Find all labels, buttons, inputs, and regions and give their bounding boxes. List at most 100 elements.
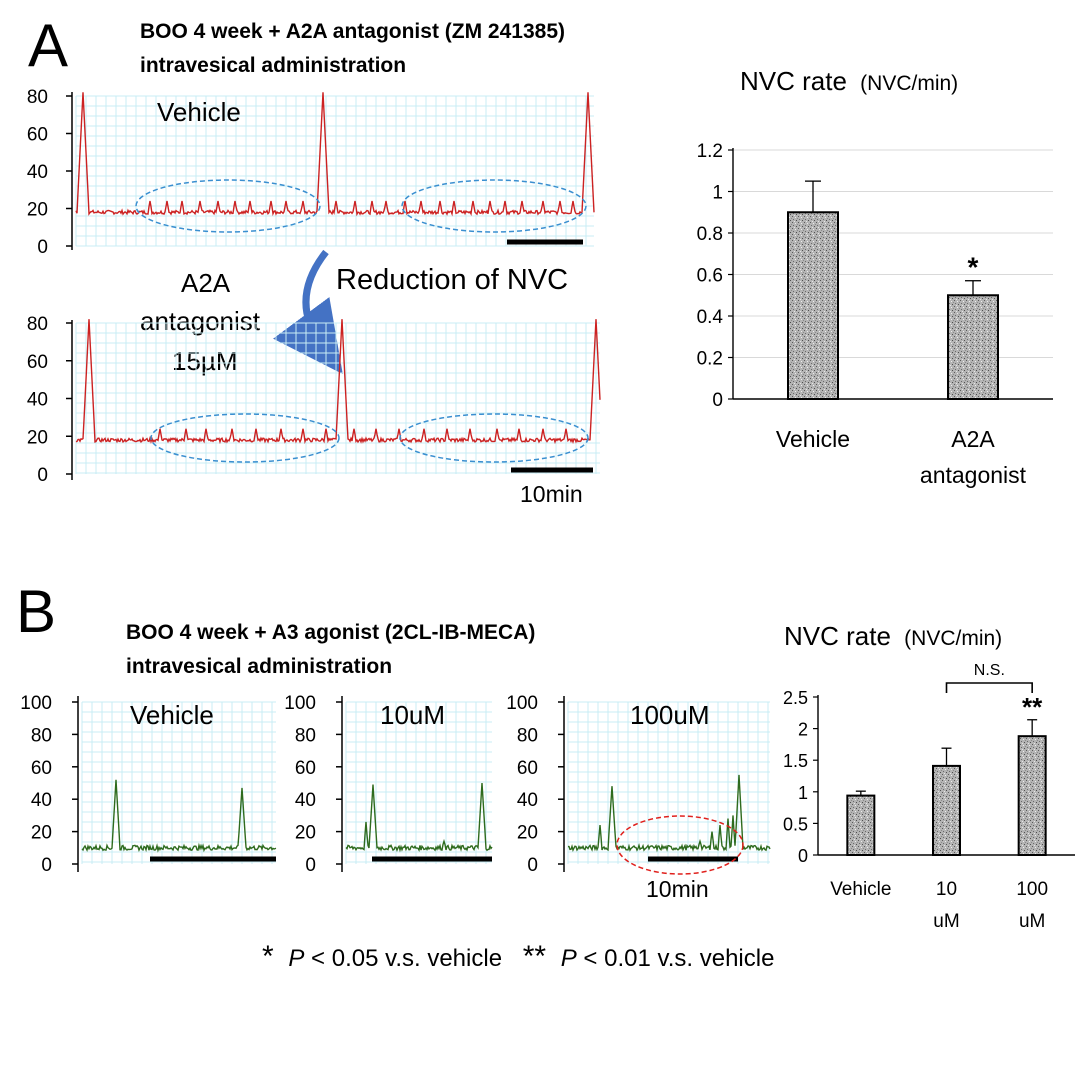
trace-line xyxy=(567,774,771,853)
trace-label: Vehicle xyxy=(130,700,214,730)
trace-label: 10uM xyxy=(380,700,445,730)
y-tick-label: 80 xyxy=(295,725,316,746)
y-tick-label: 20 xyxy=(517,823,538,844)
category-label: 10 xyxy=(936,879,957,900)
bar xyxy=(932,764,961,856)
footnote-p1: P xyxy=(288,945,304,972)
footnote-p2: P xyxy=(561,945,577,972)
y-tick-label: 40 xyxy=(27,162,48,183)
trace-line xyxy=(75,92,595,217)
y-tick-label: 0.2 xyxy=(697,349,723,370)
y-tick-label: 1.2 xyxy=(697,141,723,162)
y-tick-label: 40 xyxy=(517,790,538,811)
chart-a-title-main: NVC rate xyxy=(740,66,847,96)
trace-grid xyxy=(75,322,600,474)
chart-a-title-unit: (NVC/min) xyxy=(860,72,958,95)
panel-b-title-line2: intravesical administration xyxy=(126,655,392,678)
significance-mark: ** xyxy=(1022,692,1043,722)
highlight-ellipse xyxy=(401,179,587,233)
panel-a-title-line2: intravesical administration xyxy=(140,54,406,77)
y-tick-label: 0 xyxy=(305,855,316,876)
highlight-ellipse xyxy=(135,179,321,233)
y-tick-label: 2.5 xyxy=(783,688,808,708)
y-tick-label: 1.5 xyxy=(783,751,808,771)
category-label: Vehicle xyxy=(776,426,850,452)
y-tick-label: 60 xyxy=(27,125,48,146)
y-tick-label: 0 xyxy=(41,855,52,876)
bar-chart-a: NVC rate (NVC/min) 0 0.2 0.4 0.6 0.8 1 1.2 Vehi… xyxy=(697,66,1053,488)
trace-b-1: 100 80 60 40 20 0 10uM xyxy=(284,693,493,876)
y-tick-label: 80 xyxy=(27,87,48,108)
traces-b: 100 80 60 40 20 0 Vehicle 100 80 60 40 20 0 10uM 100 80… xyxy=(20,693,771,876)
y-tick-label: 0 xyxy=(798,846,808,866)
trace-label-vehicle: Vehicle xyxy=(157,97,241,127)
y-tick-label: 20 xyxy=(27,427,48,448)
y-tick-label: 40 xyxy=(27,390,48,411)
trace-grid xyxy=(75,95,594,247)
panel-a-letter: A xyxy=(28,12,68,79)
category-label: 100 xyxy=(1016,879,1048,900)
trace-a-vehicle: 80 60 40 20 0 Vehicle xyxy=(27,87,595,258)
trace-b-2: 100 80 60 40 20 0 100uM xyxy=(506,693,771,876)
highlight-ellipse xyxy=(399,413,589,463)
y-tick-label: 60 xyxy=(517,758,538,779)
footnote-p2-rest: < 0.01 v.s. vehicle xyxy=(577,945,775,972)
bar xyxy=(846,794,876,856)
y-tick-label: 0.6 xyxy=(697,266,723,287)
chart-a-title: NVC rate (NVC/min) xyxy=(740,66,958,96)
category-label: uM xyxy=(1019,911,1045,932)
footnote-star2: ** xyxy=(523,940,547,973)
chart-b-title-unit: (NVC/min) xyxy=(904,627,1002,650)
y-tick-label: 20 xyxy=(31,823,52,844)
scale-label-b: 10min xyxy=(646,876,709,902)
y-tick-label: 0 xyxy=(37,465,48,486)
y-tick-label: 40 xyxy=(295,790,316,811)
y-tick-label: 60 xyxy=(31,758,52,779)
category-label: A2A xyxy=(951,426,995,452)
footnote-p1-rest: < 0.05 v.s. vehicle xyxy=(304,945,502,972)
y-tick-label: 0 xyxy=(712,390,723,411)
trace-grid xyxy=(345,701,492,864)
footnote: * P < 0.05 v.s. vehicle ** P < 0.01 v.s.… xyxy=(262,940,774,973)
y-tick-label: 0.5 xyxy=(783,814,808,834)
y-tick-label: 2 xyxy=(798,720,808,740)
bar-chart-b: NVC rate (NVC/min) 0 0.5 1 1.5 2 2.5 Vehicle 10… xyxy=(783,621,1075,932)
trace-label-antagonist-1: A2A xyxy=(181,268,231,298)
bar xyxy=(947,294,999,400)
bar xyxy=(1017,735,1047,857)
reduction-label: Reduction of NVC xyxy=(336,264,568,296)
trace-b-0: 100 80 60 40 20 0 Vehicle xyxy=(20,693,277,876)
y-tick-label: 80 xyxy=(517,725,538,746)
y-tick-label: 100 xyxy=(20,693,52,714)
highlight-ellipse xyxy=(150,413,340,463)
y-tick-label: 0 xyxy=(527,855,538,876)
category-label: uM xyxy=(933,911,959,932)
trace-line xyxy=(81,779,277,853)
bar xyxy=(787,211,839,400)
y-tick-label: 0.4 xyxy=(697,307,724,328)
y-tick-label: 100 xyxy=(506,693,538,714)
y-tick-label: 1 xyxy=(798,783,808,803)
y-tick-label: 60 xyxy=(27,352,48,373)
y-tick-label: 80 xyxy=(31,725,52,746)
panel-b-title-line1: BOO 4 week + A3 agonist (2CL-IB-MECA) xyxy=(126,621,535,644)
category-label: Vehicle xyxy=(830,879,891,900)
y-tick-label: 20 xyxy=(27,200,48,221)
y-tick-label: 0.8 xyxy=(697,224,723,245)
highlight-ellipse-red xyxy=(616,815,744,875)
y-tick-label: 100 xyxy=(284,693,316,714)
footnote-star1: * xyxy=(262,940,274,973)
panel-b-letter: B xyxy=(16,578,56,645)
trace-line xyxy=(345,782,493,853)
y-tick-label: 40 xyxy=(31,790,52,811)
trace-label-antagonist-3: 15µM xyxy=(172,346,238,376)
chart-b-title: NVC rate (NVC/min) xyxy=(784,621,1002,651)
y-tick-label: 20 xyxy=(295,823,316,844)
trace-line xyxy=(75,319,601,445)
trace-y-ticks: 80 60 40 20 0 xyxy=(27,87,72,258)
panel-a-title-line1: BOO 4 week + A2A antagonist (ZM 241385) xyxy=(140,20,565,43)
trace-y-ticks: 80 60 40 20 0 xyxy=(27,314,72,486)
category-label: antagonist xyxy=(920,462,1027,488)
y-tick-label: 0 xyxy=(37,237,48,258)
